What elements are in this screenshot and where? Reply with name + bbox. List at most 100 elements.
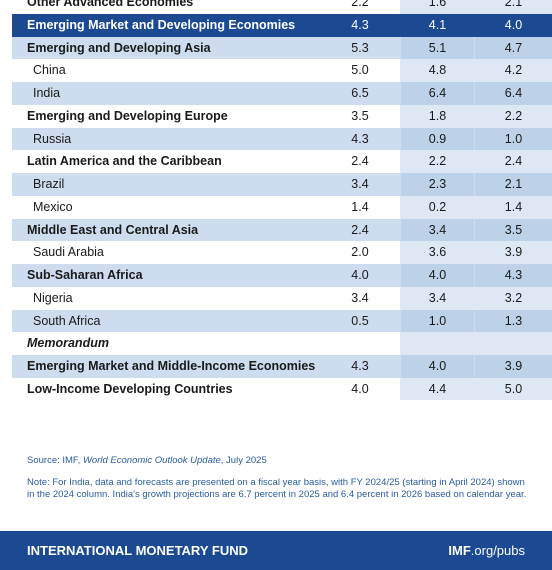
cell-value: 2.0: [351, 245, 369, 260]
source-title: World Economic Outlook Update: [82, 455, 221, 466]
cell-value: 3.9: [504, 359, 523, 373]
cell-value: 4.0: [351, 381, 369, 396]
cell-value: 0.5: [351, 313, 369, 328]
table-row: Saudi Arabia 2.0 3.6 3.9: [12, 241, 552, 264]
row-label: Sub-Saharan Africa: [27, 268, 143, 282]
forecast-cell-bg: [475, 218, 552, 242]
table-row: Latin America and the Caribbean 2.4 2.2 2.4: [12, 150, 552, 173]
cell-value: 6.4: [504, 86, 523, 100]
forecast-cell-bg: [475, 173, 552, 196]
cell-value: 1.6: [428, 0, 447, 9]
cell-value: 4.4: [428, 381, 447, 396]
forecast-cell-bg: [401, 13, 474, 37]
row-label: Emerging and Developing Europe: [27, 108, 228, 123]
cell-value: 5.0: [504, 381, 523, 396]
table-row: Sub-Saharan Africa 4.0 4.0 4.3: [12, 264, 552, 287]
cell-value: 2.4: [351, 222, 369, 237]
row-label: Brazil: [33, 177, 65, 191]
source-prefix: Source: IMF,: [27, 455, 83, 466]
cell-value: 2.2: [504, 108, 523, 123]
table-row: Nigeria 3.4 3.4 3.2: [12, 287, 552, 310]
table-row: Emerging and Developing Asia 5.3 5.1 4.7: [12, 36, 552, 60]
row-label: Memorandum: [27, 336, 109, 351]
cell-value: 1.4: [351, 199, 369, 214]
cell-value: 4.3: [351, 359, 369, 373]
row-label: Low-Income Developing Countries: [27, 381, 233, 396]
row-label: Nigeria: [33, 290, 73, 305]
forecast-cell-bg: [475, 264, 552, 287]
row-label: Saudi Arabia: [33, 245, 104, 260]
table-row: Emerging and Developing Europe 3.5 1.8 2.2: [12, 105, 552, 128]
forecast-cell-bg: [401, 36, 474, 60]
cell-value: 4.3: [351, 131, 369, 146]
row-label: India: [33, 86, 61, 100]
row-label: Middle East and Central Asia: [27, 222, 199, 237]
cell-value: 3.5: [351, 108, 369, 123]
site-bold: IMF: [448, 543, 471, 558]
row-label: Emerging Market and Developing Economies: [27, 17, 296, 32]
forecast-cell-bg: [401, 82, 474, 105]
cell-value: 2.4: [504, 154, 523, 169]
row-label: Emerging Market and Middle-Income Econom…: [27, 359, 316, 373]
cell-value: 2.4: [351, 154, 369, 169]
cell-value: 5.0: [351, 63, 369, 78]
footer-banner: INTERNATIONAL MONETARY FUND IMF.org/pubs: [0, 531, 552, 570]
source-suffix: , July 2025: [220, 455, 267, 466]
forecast-cell-bg: [401, 218, 474, 242]
cell-value: 3.4: [351, 290, 369, 305]
row-label: Emerging and Developing Asia: [27, 40, 211, 55]
table-row: Memorandum: [12, 332, 552, 355]
cell-value: 3.5: [504, 222, 523, 237]
cell-value: 1.0: [428, 313, 447, 328]
cell-value: 2.1: [504, 0, 523, 9]
cell-value: 4.3: [504, 268, 523, 282]
table-row: Mexico 1.4 0.2 1.4: [12, 196, 552, 219]
table-row: China 5.0 4.8 4.2: [12, 59, 552, 82]
cell-value: 4.0: [504, 17, 523, 32]
source: Source: IMF, World Economic Outlook Upda…: [27, 455, 267, 467]
cell-value: 6.4: [428, 86, 447, 100]
cell-value: 2.3: [428, 177, 447, 191]
forecast-cell-bg: [401, 309, 474, 333]
cell-value: 4.3: [351, 17, 369, 32]
cell-value: 3.4: [428, 290, 447, 305]
table-row: South Africa 0.5 1.0 1.3: [12, 309, 552, 333]
cell-value: 1.8: [428, 108, 447, 123]
cell-value: 3.4: [428, 222, 447, 237]
forecast-cell-bg: [401, 127, 474, 151]
row-label: Other Advanced Economies: [27, 0, 194, 9]
forecast-cell-bg: [401, 264, 474, 287]
row-label: Mexico: [33, 199, 73, 214]
cell-value: 1.4: [504, 199, 523, 214]
cell-value: 0.2: [428, 199, 447, 214]
cell-value: 4.0: [428, 268, 447, 282]
cell-value: 4.2: [504, 63, 523, 78]
table-row: Middle East and Central Asia 2.4 3.4 3.5: [12, 218, 552, 242]
site-rest: .org/pubs: [470, 543, 525, 558]
forecast-cell-bg: [475, 127, 552, 151]
cell-value: 2.2: [428, 154, 447, 169]
forecast-cell-bg: [475, 36, 552, 60]
cell-value: 4.8: [428, 63, 447, 78]
cell-value: 4.1: [428, 17, 447, 32]
row-label: China: [33, 63, 66, 78]
row-label: South Africa: [33, 313, 101, 328]
note: Note: For India, data and forecasts are …: [27, 477, 527, 500]
forecast-column-bg: [400, 0, 552, 400]
forecast-cell-bg: [475, 13, 552, 37]
cell-value: 1.0: [504, 131, 523, 146]
cell-value: 5.3: [351, 40, 369, 55]
cell-value: 2.1: [504, 177, 523, 191]
forecast-cell-bg: [401, 355, 474, 378]
cell-value: 3.6: [428, 245, 447, 260]
cell-value: 4.0: [428, 359, 447, 373]
cell-value: 2.2: [351, 0, 369, 9]
cell-value: 4.7: [504, 40, 523, 55]
cell-value: 3.4: [351, 177, 369, 191]
cell-value: 1.3: [504, 313, 523, 328]
forecast-cell-bg: [401, 332, 474, 355]
cell-value: 5.1: [428, 40, 447, 55]
table-row: Brazil 3.4 2.3 2.1: [12, 173, 552, 196]
table-row: Low-Income Developing Countries 4.0 4.4 5.0: [12, 378, 552, 401]
